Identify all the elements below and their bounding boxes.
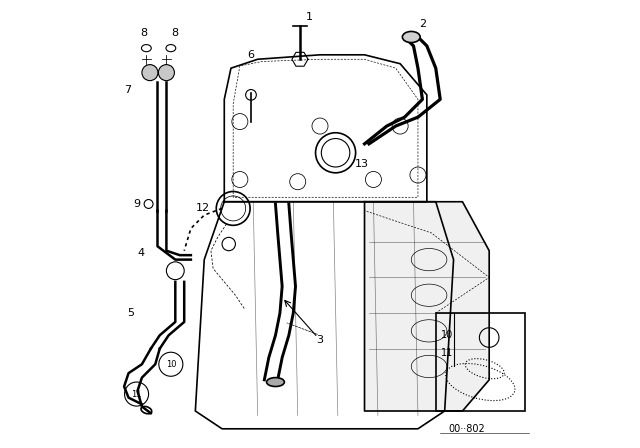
Text: 6: 6 bbox=[248, 50, 255, 60]
Text: 5: 5 bbox=[127, 308, 134, 318]
Text: 3: 3 bbox=[317, 335, 323, 345]
Text: 4: 4 bbox=[138, 248, 145, 258]
Text: 13: 13 bbox=[355, 159, 369, 169]
Text: 10: 10 bbox=[166, 360, 176, 369]
Circle shape bbox=[158, 65, 175, 81]
Text: 2: 2 bbox=[419, 19, 426, 29]
Text: 00··802: 00··802 bbox=[449, 424, 485, 434]
Circle shape bbox=[142, 65, 158, 81]
Text: 9: 9 bbox=[133, 199, 140, 209]
Text: 1: 1 bbox=[305, 12, 312, 22]
Bar bbox=[436, 313, 525, 411]
Text: 12: 12 bbox=[196, 203, 211, 213]
Text: 8: 8 bbox=[172, 28, 179, 38]
Text: 7: 7 bbox=[124, 86, 131, 95]
Text: 8: 8 bbox=[141, 28, 148, 38]
Text: 11: 11 bbox=[441, 348, 453, 358]
Text: 10: 10 bbox=[441, 330, 453, 340]
Text: 11: 11 bbox=[131, 390, 142, 399]
Ellipse shape bbox=[267, 378, 284, 387]
Polygon shape bbox=[365, 202, 489, 411]
Ellipse shape bbox=[403, 31, 420, 43]
